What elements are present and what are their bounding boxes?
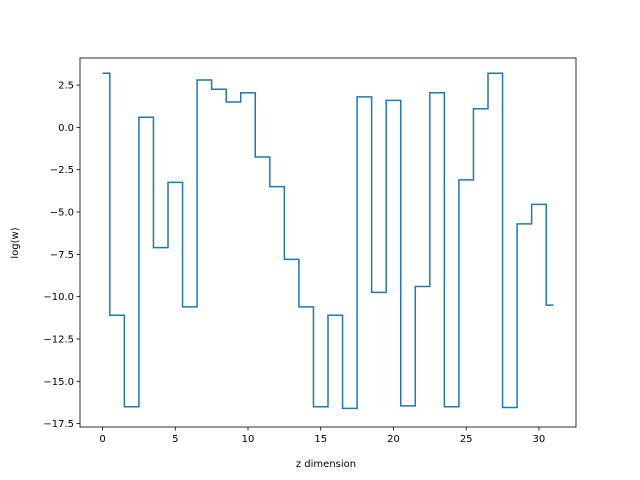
y-tick-label: 2.5 xyxy=(58,81,74,92)
x-tick-label: 20 xyxy=(387,434,400,445)
y-tick-label: −10.0 xyxy=(43,292,74,303)
plot-area xyxy=(102,72,554,410)
x-tick-label: 0 xyxy=(99,434,105,445)
x-tick-label: 5 xyxy=(172,434,178,445)
y-axis-label: log(w) xyxy=(10,227,21,258)
y-tick-label: −5.0 xyxy=(50,208,74,219)
x-tick-label: 25 xyxy=(460,434,473,445)
y-tick-label: −17.5 xyxy=(43,419,74,430)
y-tick-label: −15.0 xyxy=(43,377,74,388)
x-tick-label: 15 xyxy=(314,434,327,445)
series-line xyxy=(102,72,554,410)
x-tick-label: 30 xyxy=(533,434,546,445)
y-tick-label: −7.5 xyxy=(50,250,74,261)
x-axis-label: z dimension xyxy=(296,459,356,470)
x-tick-label: 10 xyxy=(242,434,255,445)
y-tick-label: −2.5 xyxy=(50,165,74,176)
y-tick-label: 0.0 xyxy=(58,123,74,134)
y-tick-label: −12.5 xyxy=(43,334,74,345)
axes: 0 5 10 15 20 25 30 2.5 0.0 −2.5 −5.0 −7.5 −10.0 −12.5… xyxy=(43,57,577,445)
plot-frame xyxy=(79,57,577,428)
